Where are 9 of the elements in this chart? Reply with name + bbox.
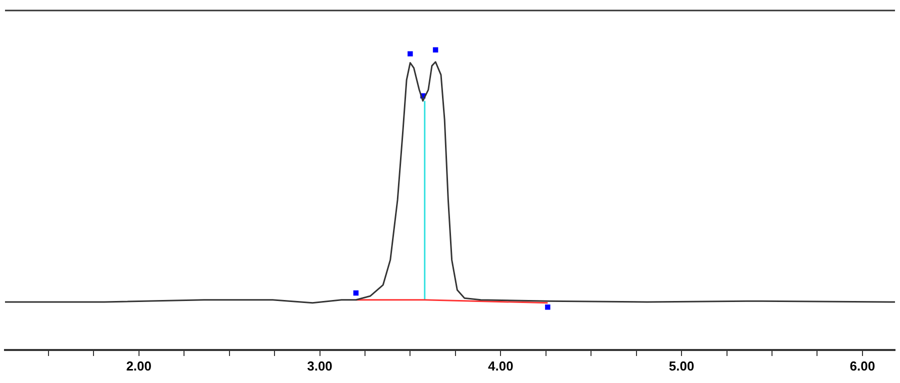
x-tick-label: 2.00 <box>126 358 152 374</box>
point <box>545 304 550 310</box>
point <box>353 290 359 296</box>
x-tick-label: 4.00 <box>488 358 514 374</box>
x-tick-label: 6.00 <box>850 358 876 374</box>
point <box>408 51 413 56</box>
x-tick-label: 3.00 <box>307 358 332 374</box>
x-tick-label: 5.00 <box>668 358 694 374</box>
point <box>432 47 438 53</box>
